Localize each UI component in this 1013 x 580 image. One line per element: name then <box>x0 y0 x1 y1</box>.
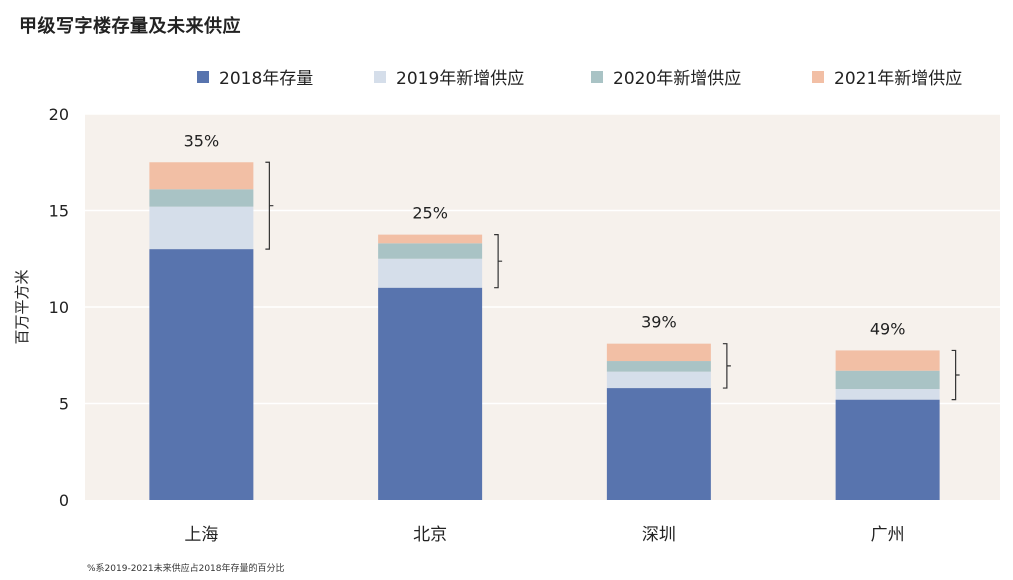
legend-item: 2018年存量 <box>197 64 313 89</box>
legend-item: 2019年新增供应 <box>374 64 524 89</box>
y-tick-label: 0 <box>59 491 69 510</box>
supply-bracket <box>722 343 731 389</box>
y-tick-label: 10 <box>49 298 69 317</box>
bar-segment-1 <box>835 399 940 500</box>
bar-segment-4 <box>835 350 940 371</box>
bar-segment-3 <box>149 189 254 207</box>
percent-annotation: 35% <box>184 131 220 150</box>
legend-label: 2019年新增供应 <box>396 69 525 89</box>
supply-bracket <box>265 161 274 250</box>
bar-segment-2 <box>606 371 711 389</box>
bar-segment-4 <box>149 162 254 190</box>
legend-swatch <box>812 70 824 83</box>
x-category-label: 深圳 <box>642 525 676 545</box>
percent-annotation: 49% <box>870 319 906 338</box>
bar-segment-1 <box>149 249 254 500</box>
y-tick-label: 20 <box>49 105 69 124</box>
percent-annotation: 39% <box>641 313 677 332</box>
legend-label: 2020年新增供应 <box>613 69 742 89</box>
footnote: %系2019-2021未来供应占2018年存量的百分比 <box>87 564 285 574</box>
x-category-label: 上海 <box>184 525 218 545</box>
bar-segment-3 <box>606 361 711 372</box>
bar-segment-1 <box>378 287 483 500</box>
legend-label: 2018年存量 <box>219 69 314 89</box>
bar-segment-2 <box>149 206 254 250</box>
y-tick-label: 5 <box>59 395 69 414</box>
bar-segment-3 <box>835 370 940 390</box>
y-axis-title: 百万平方米 <box>13 269 31 344</box>
legend-swatch <box>197 70 209 83</box>
legend-label: 2021年新增供应 <box>834 69 963 89</box>
bar-segment-4 <box>606 343 711 362</box>
supply-bracket <box>951 349 960 401</box>
legend-swatch <box>374 70 386 83</box>
bar-segment-1 <box>606 388 711 500</box>
legend-swatch <box>591 70 603 83</box>
legend-item: 2021年新增供应 <box>812 64 962 89</box>
x-category-label: 广州 <box>871 525 905 545</box>
x-category-label: 北京 <box>413 525 447 545</box>
supply-bracket <box>494 234 503 289</box>
bar-segment-3 <box>378 243 483 259</box>
bar-segment-2 <box>835 389 940 400</box>
bar-segment-2 <box>378 258 483 288</box>
y-tick-label: 15 <box>49 202 69 221</box>
legend-item: 2020年新增供应 <box>591 64 741 89</box>
bar-segment-4 <box>378 234 483 244</box>
chart-legend: 2018年存量 2019年新增供应 2020年新增供应 2021年新增供应 <box>0 64 1013 90</box>
percent-annotation: 25% <box>412 204 448 223</box>
chart-title: 甲级写字楼存量及未来供应 <box>19 16 241 37</box>
